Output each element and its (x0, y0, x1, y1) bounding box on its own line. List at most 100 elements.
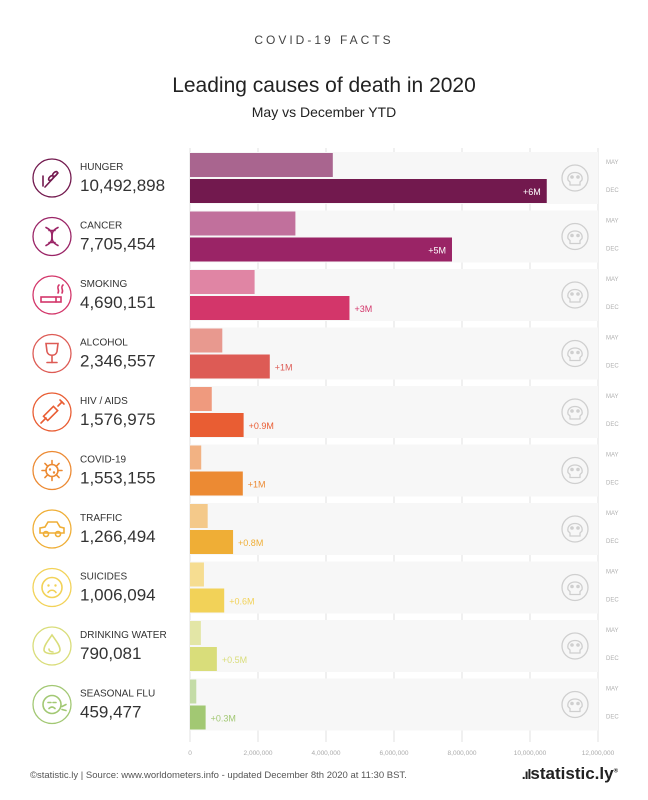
series-label-may: MAY (606, 160, 619, 166)
bar-dec (190, 471, 243, 496)
chart-subtitle: May vs December YTD (251, 104, 397, 120)
series-label-dec: DEC (606, 364, 619, 370)
category-total: 790,081 (80, 644, 141, 663)
bar-dec (190, 588, 225, 613)
series-label-dec: DEC (606, 539, 619, 545)
wheat-icon (32, 158, 72, 198)
series-label-dec: DEC (606, 715, 619, 721)
bar-dec (190, 354, 270, 379)
chart-row: HUNGER 10,492,898 +6M MAY DEC (32, 152, 619, 204)
chart-row: DRINKING WATER 790,081 +0.5M MAY DEC (32, 620, 619, 672)
car-icon (32, 509, 72, 549)
category-total: 1,553,155 (80, 469, 156, 488)
x-tick-label: 6,000,000 (380, 750, 409, 757)
category-total: 10,492,898 (80, 176, 165, 195)
series-label-dec: DEC (606, 422, 619, 428)
category-label: CANCER (80, 221, 122, 232)
series-label-dec: DEC (606, 305, 619, 311)
series-label-may: MAY (606, 687, 619, 693)
category-label: SEASONAL FLU (80, 689, 155, 700)
series-label-dec: DEC (606, 247, 619, 253)
diff-label: +6M (523, 187, 541, 197)
chart-row: SUICIDES 1,006,094 +0.6M MAY DEC (32, 561, 619, 614)
bar-chart: HUNGER 10,492,898 +6M MAY DEC CANCER 7,705,454… (32, 148, 619, 757)
bar-may (190, 387, 212, 411)
wine-glass-icon (32, 333, 72, 374)
chart-row: SMOKING 4,690,151 +3M MAY DEC (32, 269, 619, 321)
series-label-dec: DEC (606, 481, 619, 487)
bar-may (190, 504, 208, 528)
category-total: 1,266,494 (80, 527, 156, 546)
chart-row: HIV / AIDS 1,576,975 +0.9M MAY DEC (32, 386, 619, 438)
bar-dec (190, 530, 234, 554)
category-label: SMOKING (80, 279, 127, 290)
brand-logo: .ılstatistic.ly® (521, 764, 618, 783)
diff-label: +1M (275, 363, 293, 373)
category-total: 459,477 (80, 703, 141, 722)
x-tick-label: 10,000,000 (514, 750, 547, 757)
bar-may (190, 445, 202, 470)
x-tick-label: 4,000,000 (312, 750, 341, 757)
category-label: DRINKING WATER (80, 630, 167, 641)
category-label: HUNGER (80, 162, 123, 173)
x-tick-label: 12,000,000 (582, 750, 615, 757)
chart-row: SEASONAL FLU 459,477 +0.3M MAY DEC (32, 678, 619, 731)
bar-dec (190, 296, 350, 320)
row-track (190, 561, 598, 614)
diff-label: +0.6M (229, 597, 254, 607)
chart-title: Leading causes of death in 2020 (172, 74, 476, 97)
sad-face-icon (32, 567, 72, 608)
bar-may (190, 270, 255, 294)
diff-label: +0.3M (211, 714, 236, 724)
series-label-may: MAY (606, 628, 619, 634)
bar-may (190, 328, 223, 353)
category-label: COVID-19 (80, 455, 127, 466)
category-total: 7,705,454 (80, 235, 156, 254)
series-label-may: MAY (606, 394, 619, 400)
series-label-may: MAY (606, 453, 619, 459)
virus-icon (32, 450, 72, 491)
sneeze-icon (32, 684, 72, 725)
x-tick-label: 2,000,000 (244, 750, 273, 757)
row-track (190, 444, 598, 497)
bar-may (190, 211, 296, 236)
bar-may (190, 562, 204, 587)
bar-may (190, 153, 333, 177)
chart-row: ALCOHOL 2,346,557 +1M MAY DEC (32, 327, 619, 380)
bar-dec (190, 705, 206, 730)
diff-label: +5M (428, 246, 446, 256)
series-label-may: MAY (606, 336, 619, 342)
x-tick-label: 0 (188, 750, 192, 757)
series-label-dec: DEC (606, 188, 619, 194)
source-footer: ©statistic.ly | Source: www.worldometers… (30, 770, 407, 781)
category-label: HIV / AIDS (80, 396, 128, 407)
bar-may (190, 679, 197, 704)
category-label: SUICIDES (80, 572, 128, 583)
water-drop-icon (32, 626, 72, 666)
dna-icon (32, 216, 72, 257)
chart-row: COVID-19 1,553,155 +1M MAY DEC (32, 444, 619, 497)
chart-row: CANCER 7,705,454 +5M MAY DEC (32, 210, 619, 263)
syringe-icon (32, 392, 72, 432)
series-label-dec: DEC (606, 598, 619, 604)
category-label: ALCOHOL (80, 338, 128, 349)
brand-name: statistic.ly (530, 764, 614, 783)
chart-row: TRAFFIC 1,266,494 +0.8M MAY DEC (32, 503, 619, 555)
category-total: 1,006,094 (80, 586, 156, 605)
cigarette-icon (32, 275, 72, 315)
series-label-may: MAY (606, 277, 619, 283)
category-label: TRAFFIC (80, 513, 122, 524)
diff-label: +1M (248, 480, 266, 490)
category-total: 1,576,975 (80, 410, 156, 429)
row-track (190, 503, 598, 555)
diff-label: +3M (354, 304, 372, 314)
series-label-may: MAY (606, 570, 619, 576)
diff-label: +0.9M (249, 421, 274, 431)
row-track (190, 620, 598, 672)
row-track (190, 386, 598, 438)
series-label-dec: DEC (606, 656, 619, 662)
series-label-may: MAY (606, 219, 619, 225)
diff-label: +0.5M (222, 655, 247, 665)
series-label-may: MAY (606, 511, 619, 517)
bar-dec (190, 179, 547, 203)
